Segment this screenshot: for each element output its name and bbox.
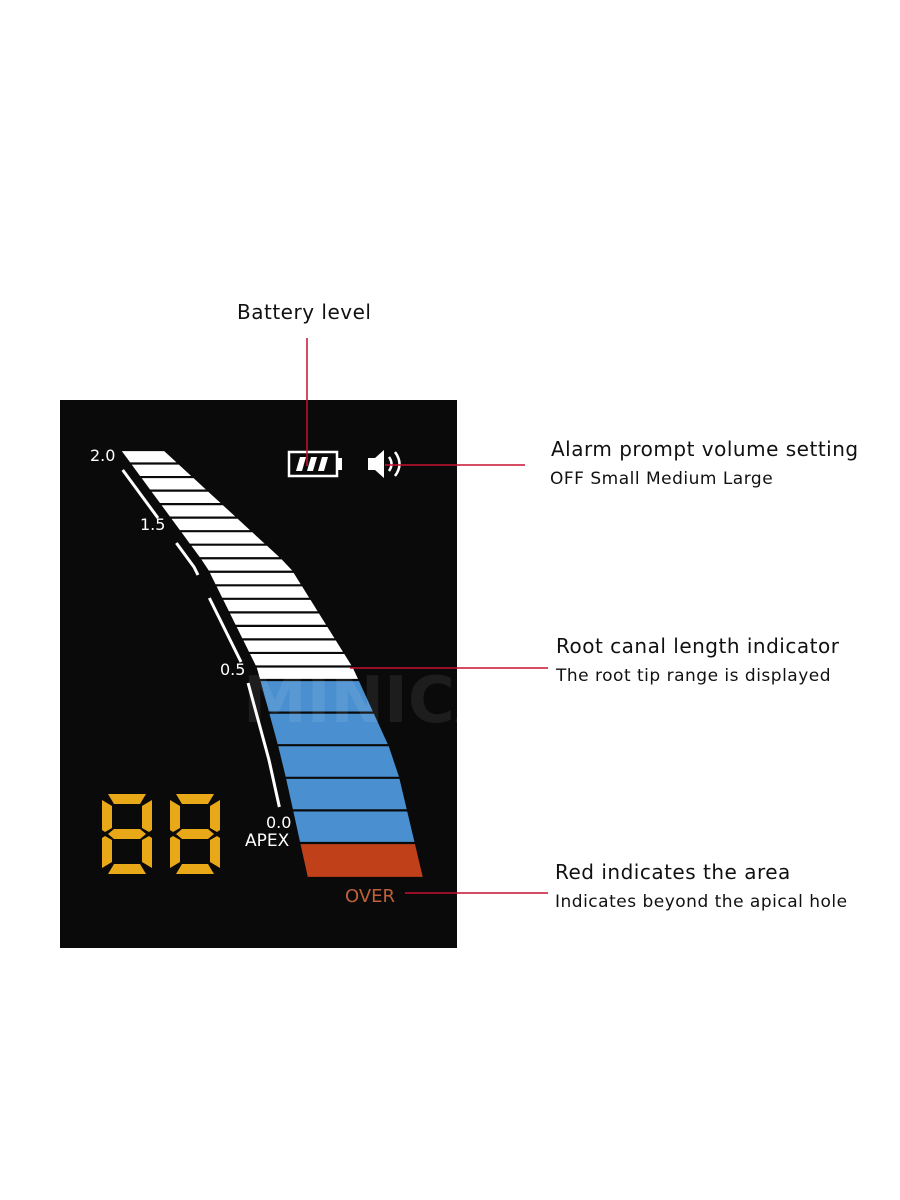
digit-segment (108, 864, 146, 874)
white-bar (256, 667, 358, 679)
white-bar (216, 586, 310, 598)
blue-bar (260, 681, 373, 712)
red-callout-subtitle: Indicates beyond the apical hole (555, 892, 848, 912)
digit-segment (176, 794, 214, 804)
seven-segment-digits (102, 794, 220, 874)
battery-cell (318, 457, 328, 471)
watermark: MINICAM24 (243, 664, 657, 738)
scale-label-1-5: 1.5 (140, 515, 165, 534)
digit-segment (170, 836, 180, 868)
scale-label-0-0: 0.0 (266, 813, 291, 832)
white-bar (209, 572, 301, 585)
digit-segment (108, 794, 146, 804)
digit-segment (170, 800, 180, 832)
battery-cell (307, 457, 317, 471)
scale-arc-segment (175, 542, 200, 576)
scale-label-0-5: 0.5 (220, 660, 245, 679)
digit-segment (102, 800, 112, 832)
scale-label-2-0: 2.0 (90, 446, 115, 465)
root-callout-title: Root canal length indicator (556, 634, 840, 658)
callout-lines (306, 338, 548, 894)
battery-cell (296, 457, 306, 471)
white-bar (191, 545, 280, 558)
white-bar (223, 599, 318, 612)
white-bar (181, 532, 265, 544)
scale-arc-segment (208, 597, 243, 663)
white-bar (243, 640, 343, 652)
white-bar (141, 478, 206, 490)
over-label: OVER (345, 886, 395, 907)
blue-bar (278, 746, 399, 777)
digit-segment (176, 864, 214, 874)
digit-segment (210, 800, 220, 832)
blue-bar (269, 713, 388, 745)
white-bar (121, 451, 177, 463)
white-bar (171, 518, 250, 531)
white-bar (229, 613, 327, 625)
apex-label: APEX (245, 831, 290, 851)
digit-segment (142, 800, 152, 832)
scale-arc-segment (246, 682, 281, 808)
blue-bar (293, 811, 415, 842)
digit-segment (142, 836, 152, 868)
digit-segment (176, 829, 214, 839)
scale-arc (121, 469, 281, 808)
battery-callout-title: Battery level (237, 300, 372, 324)
white-bar (201, 559, 293, 571)
white-bar (131, 464, 192, 476)
alarm-callout-title: Alarm prompt volume setting (551, 437, 859, 461)
white-bar (151, 491, 221, 504)
alarm-callout-subtitle: OFF Small Medium Large (550, 469, 774, 489)
digit-segment (210, 836, 220, 868)
speaker-volume-icon (368, 450, 401, 478)
scale-arc-segment (121, 469, 160, 519)
white-bar (236, 626, 335, 639)
red-callout-title: Red indicates the area (555, 860, 791, 884)
digit-segment (108, 829, 146, 839)
blue-bar (286, 778, 407, 810)
length-indicator-bars (121, 451, 423, 877)
battery-icon (287, 450, 342, 478)
digit-segment (102, 836, 112, 868)
red-bar (300, 844, 423, 877)
white-bar (161, 505, 236, 517)
root-callout-subtitle: The root tip range is displayed (556, 666, 832, 686)
white-bar (250, 654, 352, 666)
